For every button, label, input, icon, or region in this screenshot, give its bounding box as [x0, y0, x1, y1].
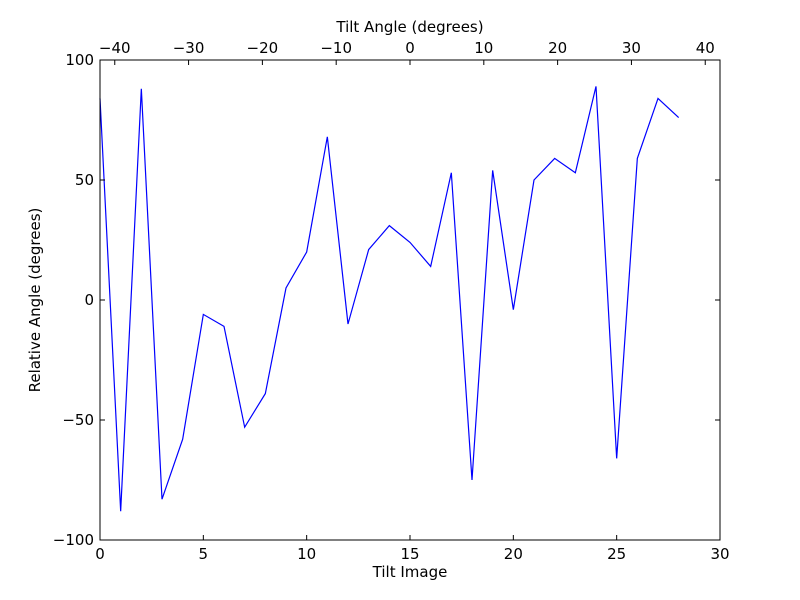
x-tick-label: 10 [297, 545, 316, 563]
top-x-tick-label: −40 [99, 39, 131, 57]
tick-labels-layer: 0 5 10 15 20 25 30−40 −30 −20 −10 0 10 20 30 40−100−50… [53, 39, 730, 563]
top-x-tick-label: 10 [474, 39, 493, 57]
plot-area [100, 60, 720, 540]
x-tick-label: 0 [95, 545, 105, 563]
top-x-tick-label: −20 [247, 39, 279, 57]
top-x-tick-label: 0 [405, 39, 415, 57]
top-x-axis-label: Tilt Angle (degrees) [335, 18, 483, 36]
top-x-tick-label: −10 [320, 39, 352, 57]
y-tick-label: 0 [84, 291, 94, 309]
top-x-tick-label: 20 [548, 39, 567, 57]
top-x-tick-label: −30 [173, 39, 205, 57]
x-tick-label: 5 [199, 545, 209, 563]
x-tick-label: 20 [504, 545, 523, 563]
top-x-tick-label: 40 [696, 39, 715, 57]
y-axis-label: Relative Angle (degrees) [26, 208, 44, 393]
series-layer [99, 86, 680, 512]
y-tick-label: −50 [62, 411, 94, 429]
y-tick-label: −100 [53, 531, 94, 549]
y-tick-label: 100 [65, 51, 94, 69]
ticks-layer [99, 59, 721, 541]
series-line [99, 86, 680, 512]
x-axis-label: Tilt Image [372, 563, 448, 581]
x-tick-label: 30 [710, 545, 729, 563]
x-tick-label: 25 [607, 545, 626, 563]
y-tick-label: 50 [75, 171, 94, 189]
top-x-tick-label: 30 [622, 39, 641, 57]
x-tick-label: 15 [400, 545, 419, 563]
